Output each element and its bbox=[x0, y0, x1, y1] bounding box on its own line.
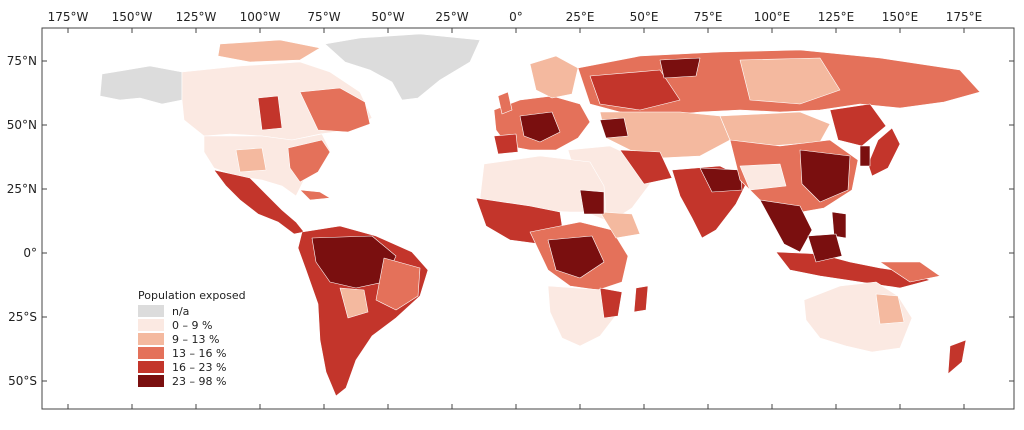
korea-region bbox=[859, 145, 871, 167]
legend-swatch-16-23 bbox=[138, 361, 164, 373]
alaska-region bbox=[99, 65, 183, 105]
longitude-labels: 175°W 150°W 125°W 100°W 75°W 50°W 25°W 0… bbox=[48, 10, 983, 24]
lat-label: 50°N bbox=[7, 118, 37, 132]
latitude-labels: 75°N 50°N 25°N 0° 25°S 50°S bbox=[7, 54, 37, 388]
usa-east-region bbox=[287, 139, 331, 183]
legend-label-0-9: 0 – 9 % bbox=[172, 319, 212, 332]
scandinavia-region bbox=[529, 55, 579, 99]
iberia-region bbox=[493, 133, 519, 155]
lon-label: 25°W bbox=[435, 10, 468, 24]
lon-label: 150°W bbox=[112, 10, 153, 24]
canada-east-region bbox=[299, 87, 371, 133]
russia-north-dark-region bbox=[659, 57, 701, 79]
tibet-region bbox=[739, 163, 787, 191]
sudan-dark-region bbox=[579, 189, 605, 215]
mexico-region bbox=[213, 169, 305, 235]
axis-ticks bbox=[42, 28, 1014, 409]
philippines-region bbox=[831, 211, 847, 239]
congo-region bbox=[547, 235, 605, 279]
lon-label: 125°E bbox=[818, 10, 855, 24]
indochina-region bbox=[759, 199, 813, 253]
caucasus-region bbox=[599, 117, 629, 139]
greenland-region bbox=[324, 33, 481, 101]
lon-label: 50°E bbox=[630, 10, 659, 24]
legend-label-16-23: 16 – 23 % bbox=[172, 361, 226, 374]
australia-east-region bbox=[875, 293, 905, 325]
papua-region bbox=[879, 261, 941, 283]
legend-swatch-13-16 bbox=[138, 347, 164, 359]
lat-label: 50°S bbox=[8, 374, 37, 388]
indonesia-region bbox=[775, 251, 931, 289]
europe-central-region bbox=[519, 111, 561, 143]
bolivia-region bbox=[339, 287, 369, 319]
lon-label: 100°E bbox=[754, 10, 791, 24]
legend-title: Population exposed bbox=[138, 289, 246, 302]
lat-label: 25°N bbox=[7, 182, 37, 196]
canada-central-region bbox=[257, 95, 283, 131]
legend-swatch-9-13 bbox=[138, 333, 164, 345]
lat-label: 25°S bbox=[8, 310, 37, 324]
legend-label-na: n/a bbox=[172, 305, 189, 318]
new-zealand-region bbox=[947, 339, 967, 375]
lon-label: 0° bbox=[509, 10, 523, 24]
lon-label: 25°E bbox=[566, 10, 595, 24]
manchuria-region bbox=[829, 103, 887, 147]
lon-label: 100°W bbox=[240, 10, 281, 24]
lon-label: 150°E bbox=[882, 10, 919, 24]
arctic-islands-region bbox=[217, 39, 321, 63]
lon-label: 125°W bbox=[176, 10, 217, 24]
lat-label: 75°N bbox=[7, 54, 37, 68]
madagascar-region bbox=[633, 285, 649, 313]
legend-label-13-16: 13 – 16 % bbox=[172, 347, 226, 360]
brazil-east-region bbox=[375, 257, 421, 311]
legend-label-23-98: 23 – 98 % bbox=[172, 375, 226, 388]
lon-label: 75°E bbox=[694, 10, 723, 24]
uk-region bbox=[497, 91, 513, 115]
amazon-region bbox=[311, 235, 397, 289]
caribbean-region bbox=[299, 189, 331, 201]
lon-label: 175°E bbox=[946, 10, 983, 24]
india-north-region bbox=[699, 167, 743, 193]
horn-africa-region bbox=[599, 211, 641, 239]
iran-region bbox=[619, 149, 673, 185]
legend: Population exposed n/a 0 – 9 % 9 – 13 % … bbox=[138, 289, 246, 388]
borneo-region bbox=[807, 233, 843, 263]
legend-label-9-13: 9 – 13 % bbox=[172, 333, 219, 346]
siberia-region bbox=[739, 57, 841, 105]
lon-label: 175°W bbox=[48, 10, 89, 24]
mozambique-region bbox=[599, 287, 623, 319]
usa-mid-region bbox=[235, 147, 267, 173]
legend-swatch-23-98 bbox=[138, 375, 164, 387]
lon-label: 50°W bbox=[371, 10, 404, 24]
legend-swatch-0-9 bbox=[138, 319, 164, 331]
legend-swatch-na bbox=[138, 305, 164, 317]
central-asia-region bbox=[599, 111, 731, 159]
lat-label: 0° bbox=[23, 246, 37, 260]
lon-label: 75°W bbox=[307, 10, 340, 24]
land-layer bbox=[99, 33, 981, 397]
china-east-region bbox=[799, 149, 851, 203]
russia-west-region bbox=[589, 69, 681, 111]
